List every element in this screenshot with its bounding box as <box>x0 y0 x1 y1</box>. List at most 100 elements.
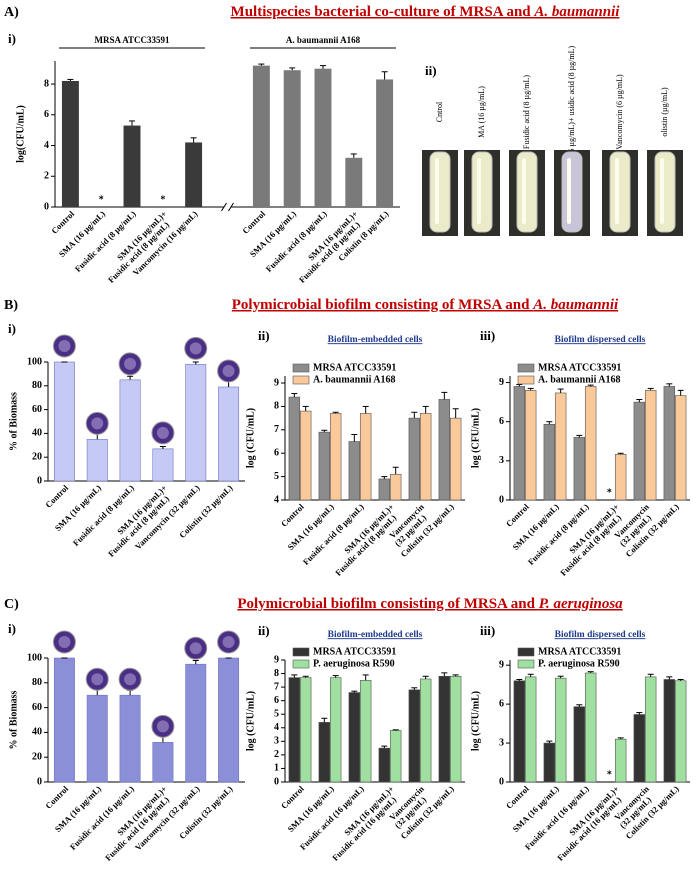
bar <box>329 413 342 501</box>
bar <box>419 413 432 501</box>
well-image-center <box>124 357 137 370</box>
y-tick-label: 6 <box>499 698 504 709</box>
tube-highlight <box>522 158 526 224</box>
y-tick-label: 8 <box>44 78 49 89</box>
y-tick-label: 2 <box>274 749 279 760</box>
panel-label: i) <box>8 31 16 46</box>
y-axis-label: % of Biomass <box>8 392 19 451</box>
y-tick-label: 80 <box>32 380 42 391</box>
section-label: A) <box>4 5 19 20</box>
well-image-center <box>124 673 137 686</box>
x-tick-label: Control <box>240 208 267 235</box>
value-label: * <box>607 487 612 498</box>
chart-subtitle: Biofilm dispersed cells <box>555 335 646 345</box>
tube-highlight <box>435 158 439 224</box>
bar <box>408 417 421 501</box>
title-species: A. baumannii <box>532 297 619 313</box>
tube-highlight <box>477 158 481 224</box>
panel-label: i) <box>8 621 16 636</box>
bar <box>438 399 451 501</box>
bar <box>584 672 597 783</box>
chart-subtitle: Biofilm-embedded cells <box>328 335 423 345</box>
bar <box>123 125 141 207</box>
section-title: Polymicrobial biofilm consisting of MRSA… <box>237 596 623 612</box>
y-tick-label: 40 <box>32 428 42 439</box>
legend-swatch <box>292 647 310 657</box>
well-image-center <box>156 426 169 439</box>
tube <box>654 151 676 233</box>
bar <box>288 396 301 501</box>
well-image-center <box>156 720 169 733</box>
tube <box>516 151 538 233</box>
bar <box>299 410 312 501</box>
y-tick-label: 6 <box>44 109 49 120</box>
y-tick-label: 80 <box>32 677 42 688</box>
group-label: MRSA ATCC33591 <box>94 35 170 45</box>
bar <box>119 379 141 482</box>
bar <box>513 386 526 501</box>
panel-label: ii) <box>258 328 270 343</box>
bar <box>389 473 402 501</box>
bar <box>376 79 394 207</box>
legend-label: A. baumannii A168 <box>313 374 396 385</box>
well-image-center <box>58 340 71 352</box>
x-tick-label: Control <box>279 783 306 810</box>
bar <box>663 679 676 783</box>
bar <box>152 742 174 783</box>
bar <box>438 675 451 783</box>
bar <box>378 747 391 783</box>
bar <box>53 361 75 482</box>
y-tick-label: 0 <box>37 776 42 787</box>
legend-label: MRSA ATCC33591 <box>538 362 621 373</box>
bar <box>584 386 597 501</box>
bar <box>674 395 687 501</box>
bar <box>554 392 567 501</box>
bar <box>449 417 462 501</box>
tube-label: Fusidic acid (8 µg/mL) <box>522 75 531 149</box>
panel-label: iii) <box>480 328 495 343</box>
bar <box>218 657 240 783</box>
tube <box>609 151 631 233</box>
x-tick-label: SMA (16 µg/mL)+Fusidic acid (16 µg/mL) <box>548 784 627 863</box>
legend-label: P. aeruginosa R590 <box>538 658 620 669</box>
bar <box>674 680 687 783</box>
y-tick-label: 4 <box>274 494 279 505</box>
legend-swatch <box>517 375 535 385</box>
x-tick-label: Control <box>279 501 306 528</box>
y-axis-label: log (CFU/mL) <box>245 408 256 468</box>
y-tick-label: 0 <box>44 201 49 212</box>
tube <box>471 151 493 233</box>
title-species: A. baumannii <box>533 4 620 20</box>
y-tick-label: 2 <box>44 171 49 182</box>
y-tick-label: 0 <box>37 475 42 486</box>
bar <box>449 675 462 783</box>
bar <box>513 680 526 783</box>
tube-label: Cntrol <box>435 101 444 122</box>
tube-label: SMA (16 µg/mL)+ usidic acid (8 µg/mL) <box>567 45 576 178</box>
bar <box>663 386 676 501</box>
bar <box>329 677 342 783</box>
bar <box>348 441 361 501</box>
value-label: * <box>99 194 104 205</box>
tube <box>429 151 451 233</box>
chart-subtitle: Biofilm-embedded cells <box>328 630 423 640</box>
bar <box>644 390 657 501</box>
y-tick-label: 40 <box>32 727 42 738</box>
tube-label: Vancomycin (6 µg/mL) <box>615 74 624 150</box>
bar <box>614 738 627 783</box>
bar <box>524 676 537 783</box>
axis-break <box>228 202 234 212</box>
legend-swatch <box>517 647 535 657</box>
group-label: A. baumannii A168 <box>286 35 361 45</box>
section-label: B) <box>4 298 18 313</box>
y-tick-label: 60 <box>32 702 42 713</box>
y-axis-label: log(CFU/mL) <box>15 105 26 163</box>
y-tick-label: 3 <box>499 737 504 748</box>
y-tick-label: 100 <box>27 652 42 663</box>
value-label: * <box>607 769 612 780</box>
y-axis-label: log (CFU/mL) <box>245 691 256 751</box>
bar <box>53 657 75 783</box>
y-tick-label: 4 <box>274 722 279 733</box>
panel-label: ii) <box>425 63 437 78</box>
